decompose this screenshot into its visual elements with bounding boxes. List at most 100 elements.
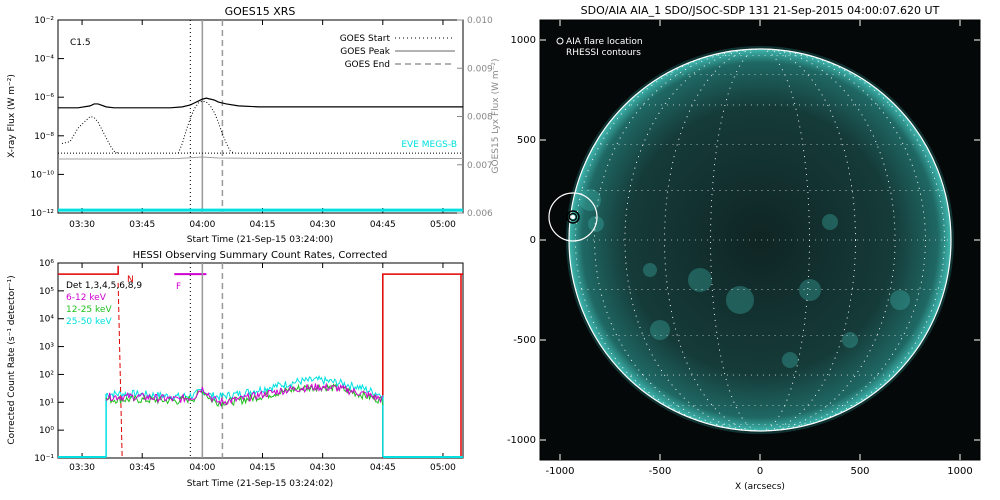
aia-solar-disk [548, 46, 954, 434]
aia-sun-disk [569, 49, 951, 431]
aia-active-region [688, 268, 712, 292]
goes-flare-class: C1.5 [70, 38, 91, 48]
goes-ytick-label: 10⁻⁸ [34, 132, 54, 142]
hessi-xtick-label: 03:45 [129, 463, 155, 473]
hessi-xtick-label: 04:30 [310, 463, 336, 473]
hessi-legend-det: Det 1,3,4,5,6,8,9 [66, 281, 142, 291]
hessi-xlabel: Start Time (21-Sep-15 03:24:02) [187, 479, 333, 489]
goes-ylabel: X-ray Flux (W m⁻²) [7, 74, 17, 158]
hessi-ytick-label: 10³ [39, 343, 54, 353]
goes-y2tick-label: 0.010 [467, 16, 493, 26]
aia-active-region [842, 332, 858, 348]
hessi-night-label: N [127, 275, 134, 285]
aia-xtick-label: -500 [649, 466, 672, 477]
hessi-series-6-12-keV [105, 382, 384, 407]
hessi-axes: 03:30 03:45 04:00 04:15 04:30 04:45 05:00 10⁻¹ 1… [34, 259, 456, 473]
aia-limb [568, 48, 952, 432]
hessi-series [58, 263, 463, 458]
hessi-ytick-label: 10⁻¹ [34, 454, 54, 464]
aia-active-region [782, 352, 798, 368]
aia-active-region [650, 320, 670, 340]
goes-xtick-label: 03:30 [69, 220, 95, 230]
goes-xtick-label: 04:15 [250, 220, 276, 230]
aia-longitude-line [624, 48, 896, 432]
hessi-xtick-label: 04:00 [189, 463, 215, 473]
aia-xlabel: X (arcsecs) [735, 482, 785, 492]
goes-xlabel: Start Time (21-Sep-15 03:24:00) [187, 235, 333, 245]
hessi-night-dashed [117, 282, 123, 458]
goes-short-channel-line [61, 115, 119, 154]
aia-flare-circle [548, 192, 598, 242]
goes-legend-peak: GOES Peak [340, 47, 390, 57]
goes-xtick-label: 04:45 [370, 220, 396, 230]
goes-long-channel-line [58, 97, 463, 109]
aia-ytick-label: -1000 [507, 435, 536, 446]
aia-ytick-label: -500 [513, 335, 536, 346]
aia-legend-rhessi: RHESSI contours [566, 48, 641, 58]
aia-rhessi-contour [566, 210, 580, 224]
goes-ytick-label: 10⁻⁴ [34, 55, 54, 65]
goes-panel: GOES15 XRS 03:30 03:45 04:00 04:15 04:30 04:4… [7, 5, 501, 245]
hessi-ylabel: Corrected Count Rate (s⁻¹ detector⁻¹) [7, 275, 17, 444]
hessi-ytick-label: 10⁵ [39, 287, 54, 297]
hessi-legend-25-50: 25-50 keV [66, 317, 112, 327]
aia-title: SDO/AIA AIA_1 SDO/JSOC-SDP 131 21-Sep-20… [581, 4, 940, 17]
goes-short-channel-line [177, 100, 235, 154]
aia-xtick-label: 0 [757, 466, 763, 477]
aia-longitude-line [664, 48, 856, 432]
goes-y2tick-label: 0.009 [467, 64, 493, 74]
goes-eve-label: EVE MEGS-B [401, 140, 457, 150]
hessi-legend-12-25: 12-25 keV [66, 305, 112, 315]
goes-plot-frame [57, 19, 464, 214]
aia-rhessi-contour-inner [568, 212, 578, 222]
goes-ytick-label: 10⁻¹⁰ [31, 170, 55, 180]
aia-active-region [726, 286, 754, 314]
aia-legend-marker [556, 37, 564, 45]
goes-ytick-label: 10⁻² [34, 16, 54, 26]
aia-ytick-label: 500 [517, 135, 536, 146]
goes-xtick-label: 04:30 [310, 220, 336, 230]
hessi-title: HESSI Observing Summary Count Rates, Cor… [133, 250, 388, 261]
goes-legend-start: GOES Start [340, 34, 391, 44]
goes-ytick-label: 10⁻⁶ [34, 93, 54, 103]
aia-ytick-label: 0 [530, 235, 536, 246]
aia-ytick-label: 1000 [511, 35, 536, 46]
aia-xtick-label: -1000 [545, 466, 574, 477]
aia-active-region [643, 263, 657, 277]
hessi-xtick-label: 04:15 [250, 463, 276, 473]
aia-xtick-label: 500 [850, 466, 869, 477]
hessi-flare-label: F [176, 282, 181, 292]
aia-longitude-line [710, 48, 810, 432]
hessi-night-bar-left [58, 265, 119, 275]
goes-title: GOES15 XRS [225, 5, 296, 18]
goes-axes: 03:30 03:45 04:00 04:15 04:30 04:45 05:00 10⁻¹²… [31, 16, 493, 230]
aia-active-region [822, 214, 838, 230]
hessi-ytick-label: 10⁶ [39, 259, 54, 269]
goes-xtick-label: 03:45 [129, 220, 155, 230]
hessi-xtick-label: 03:30 [69, 463, 95, 473]
hessi-xtick-label: 05:00 [430, 463, 456, 473]
aia-flare-marker [571, 215, 575, 219]
hessi-legend-6-12: 6-12 keV [66, 293, 107, 303]
goes-eve-line [58, 156, 463, 160]
goes-legend-end: GOES End [345, 60, 390, 70]
hessi-ytick-label: 10² [39, 370, 54, 380]
aia-active-region [799, 279, 821, 301]
hessi-ytick-label: 10¹ [39, 398, 54, 408]
aia-xtick-label: 1000 [947, 466, 972, 477]
goes-ytick-label: 10⁻¹² [31, 209, 55, 219]
goes-xtick-label: 04:00 [189, 220, 215, 230]
goes-series [58, 20, 463, 213]
goes-y2tick-label: 0.008 [467, 113, 493, 123]
hessi-plot-frame [57, 262, 464, 459]
goes-y2tick-label: 0.007 [467, 161, 493, 171]
hessi-ytick-label: 10⁰ [39, 426, 54, 436]
aia-legend-flare: AIA flare location [566, 37, 643, 47]
goes-ylabel-right: GOES15 Lyx Flux (W m⁻²) [491, 59, 501, 174]
hessi-panel: HESSI Observing Summary Count Rates, Cor… [7, 250, 464, 489]
hessi-legend: Det 1,3,4,5,6,8,9 6-12 keV 12-25 keV 25-… [66, 281, 142, 327]
hessi-xtick-label: 04:45 [370, 463, 396, 473]
aia-legend: AIA flare location RHESSI contours [556, 37, 643, 58]
aia-axes: -1000 -500 0 500 1000 -1000 -500 0 500 1000 [507, 20, 980, 477]
